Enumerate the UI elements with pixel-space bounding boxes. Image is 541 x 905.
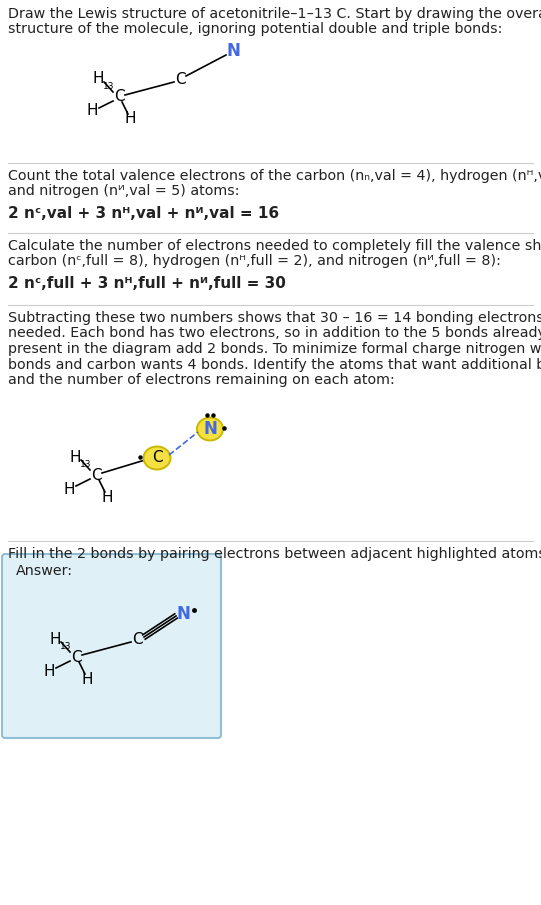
Text: 13: 13 (60, 642, 71, 651)
Ellipse shape (143, 446, 170, 470)
Text: and the number of electrons remaining on each atom:: and the number of electrons remaining on… (8, 373, 395, 387)
Text: present in the diagram add 2 bonds. To minimize formal charge nitrogen wants 3: present in the diagram add 2 bonds. To m… (8, 342, 541, 356)
Text: N: N (226, 42, 240, 60)
Text: C: C (91, 468, 101, 482)
Ellipse shape (197, 417, 223, 441)
Text: Fill in the 2 bonds by pairing electrons between adjacent highlighted atoms:: Fill in the 2 bonds by pairing electrons… (8, 547, 541, 561)
FancyBboxPatch shape (2, 554, 221, 738)
Text: 2 nᶜ,val + 3 nᴴ,val + nᴻ,val = 16: 2 nᶜ,val + 3 nᴴ,val + nᴻ,val = 16 (8, 206, 279, 221)
Text: H: H (86, 103, 98, 119)
Text: H: H (43, 663, 55, 679)
Text: 13: 13 (80, 460, 91, 469)
Text: C: C (151, 451, 162, 465)
Text: bonds and carbon wants 4 bonds. Identify the atoms that want additional bonds: bonds and carbon wants 4 bonds. Identify… (8, 357, 541, 371)
Text: Draw the Lewis structure of acetonitrile–1–13 C. Start by drawing the overall: Draw the Lewis structure of acetonitrile… (8, 7, 541, 21)
Text: H: H (63, 481, 75, 497)
Text: 2 nᶜ,full + 3 nᴴ,full + nᴻ,full = 30: 2 nᶜ,full + 3 nᴴ,full + nᴻ,full = 30 (8, 276, 286, 291)
Text: Count the total valence electrons of the carbon (nₙ,val = 4), hydrogen (nᴴ,val =: Count the total valence electrons of the… (8, 169, 541, 183)
Text: H: H (69, 450, 81, 464)
Text: H: H (101, 490, 113, 504)
Text: carbon (nᶜ,full = 8), hydrogen (nᴴ,full = 2), and nitrogen (nᴻ,full = 8):: carbon (nᶜ,full = 8), hydrogen (nᴴ,full … (8, 254, 501, 269)
Text: structure of the molecule, ignoring potential double and triple bonds:: structure of the molecule, ignoring pote… (8, 23, 503, 36)
Text: C: C (114, 90, 124, 104)
Text: Answer:: Answer: (16, 564, 73, 578)
Text: 13: 13 (102, 82, 114, 91)
Text: needed. Each bond has two electrons, so in addition to the 5 bonds already: needed. Each bond has two electrons, so … (8, 327, 541, 340)
Text: C: C (131, 633, 142, 647)
Text: and nitrogen (nᴻ,val = 5) atoms:: and nitrogen (nᴻ,val = 5) atoms: (8, 185, 240, 198)
Text: N: N (176, 605, 190, 623)
Text: C: C (175, 72, 186, 88)
Text: H: H (124, 111, 136, 127)
Text: H: H (49, 632, 61, 646)
Text: N: N (203, 420, 217, 438)
Text: H: H (81, 672, 93, 687)
Text: Subtracting these two numbers shows that 30 – 16 = 14 bonding electrons are: Subtracting these two numbers shows that… (8, 311, 541, 325)
Text: Calculate the number of electrons needed to completely fill the valence shells f: Calculate the number of electrons needed… (8, 239, 541, 253)
Text: H: H (93, 71, 104, 87)
Text: C: C (71, 650, 81, 664)
